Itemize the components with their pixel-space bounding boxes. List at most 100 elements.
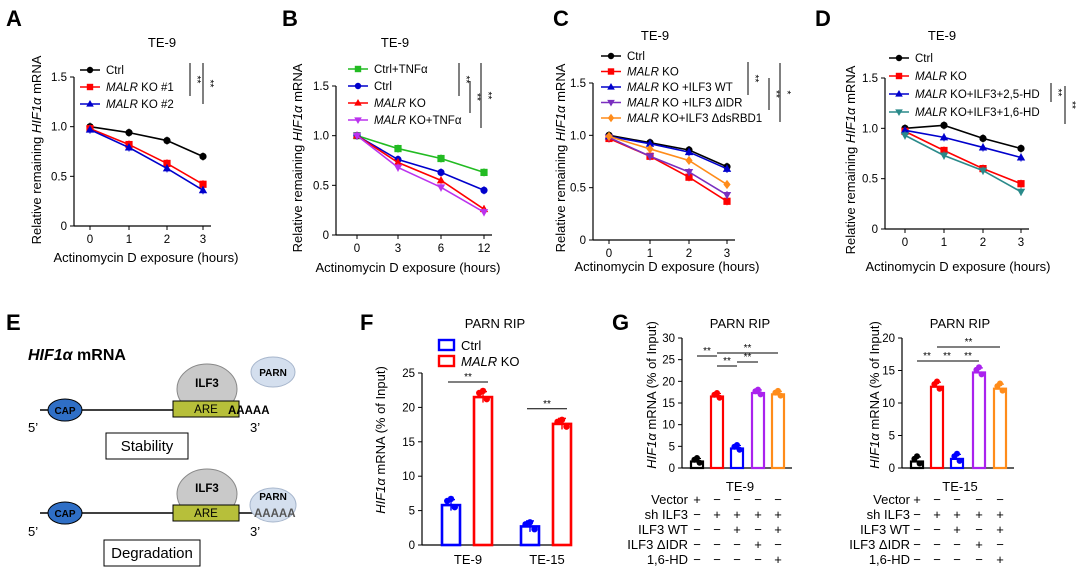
data-point [940,121,948,129]
data-point [1017,144,1025,153]
condition-sign: − [953,552,961,567]
legend-label: MALR KO [915,71,967,83]
polya-tail: AAAAA [254,508,296,520]
bar [750,391,766,470]
y-tick-label: 1.0 [862,123,878,135]
replicate-point [956,457,963,464]
legend-label: Ctrl [106,65,124,77]
data-point [939,152,949,160]
condition-sign: + [996,552,1004,567]
series-line [89,127,204,185]
y-tick-label: 30 [662,333,675,345]
replicate-point [736,446,743,453]
data-point [685,155,693,166]
significance-label: ** [723,356,731,367]
replicate-point [997,380,1003,387]
condition-sign: + [733,522,741,537]
series-line [608,136,728,196]
degradation-diagram: ILF3 ARE CAP PARN AAAAA 5’ 3’ Degradatio… [28,468,297,567]
x-tick-label: 1 [126,234,132,246]
data-point [939,132,949,141]
panel-f: F PARN RIP 0 5 10 15 20 25 TE-9 ** TE-15 ** CtrlMA… [360,310,573,567]
condition-sign: + [913,492,921,507]
replicate-point [978,371,985,378]
legend-label: Ctrl [374,81,392,93]
legend-label: MALR KO+ILF3+1,6-HD [915,107,1040,119]
stability-label: Stability [121,438,174,455]
condition-sign: + [713,507,721,522]
series-line [356,134,485,210]
data-point [354,99,362,106]
condition-sign: − [754,552,762,567]
condition-sign: − [713,537,721,552]
condition-row-label: ILF3 ΔIDR [849,537,910,552]
data-point [722,164,732,172]
condition-row-label: Vector [651,492,689,507]
data-point [437,168,445,177]
data-point [723,179,731,190]
condition-sign: − [693,537,701,552]
cap-icon [47,398,83,422]
replicate-point [716,394,723,401]
condition-sign: − [774,492,782,507]
significance-label: ** [543,399,551,410]
y-tick-label: 0 [61,221,67,233]
significance-label: ** [464,372,472,383]
condition-sign: − [733,492,741,507]
bar [992,387,1008,470]
cap-label: CAP [54,509,75,520]
panel-letter-c: C [553,6,569,31]
significance-label: * [781,91,792,95]
condition-sign: + [774,507,782,522]
series-line [904,134,1022,193]
panel-letter-e: E [6,310,21,335]
data-point [684,168,694,177]
condition-sign: − [913,522,921,537]
condition-sign: − [953,492,961,507]
condition-sign: + [933,507,941,522]
condition-sign: + [996,522,1004,537]
replicate-point [526,519,534,526]
panel-d-title: TE-9 [928,28,956,43]
panel-letter-d: D [815,6,831,31]
data-point [685,173,693,181]
parn-label: PARN [259,368,287,379]
y-tick-label: 10 [402,471,415,483]
data-point [436,184,446,192]
condition-sign: + [733,507,741,522]
replicate-point [775,387,781,394]
significance-label: ** [744,343,752,354]
data-point [978,167,988,176]
replicate-point [483,395,490,403]
panel-g2-title: PARN RIP [930,316,990,331]
panel-f-ylabel: HIF1α mRNA (% of Input) [373,366,388,514]
data-point [684,147,694,156]
x-tick-label: 3 [1018,237,1024,249]
data-point [607,68,615,75]
data-point [480,186,488,194]
data-point [479,209,489,217]
y-tick-label: 1.0 [51,122,67,134]
data-point [979,134,987,142]
y-tick-label: 0.5 [313,180,329,192]
panel-d: D TE-9 0 0.5 1.0 1.5 0 1 2 3 Ctrl MALR KO MALR KO+… [815,6,1077,274]
y-tick-label: 1.0 [570,130,586,142]
bar [551,422,573,547]
cap-label: CAP [54,406,75,417]
data-point [1016,188,1026,197]
significance-label: ** [749,75,760,83]
condition-sign: − [754,522,762,537]
data-point [85,125,95,133]
replicate-point [757,391,764,398]
significance-label: ** [204,80,215,88]
data-point [978,143,988,151]
x-tick-label: TE-9 [454,552,482,567]
bar [929,385,945,470]
x-tick-label: 3 [395,243,401,255]
condition-table: Vector Vector+ − − − − + − − − −sh ILF3 sh ILF3− + + +… [627,492,1004,567]
condition-sign: + [953,522,961,537]
condition-sign: + [953,507,961,522]
